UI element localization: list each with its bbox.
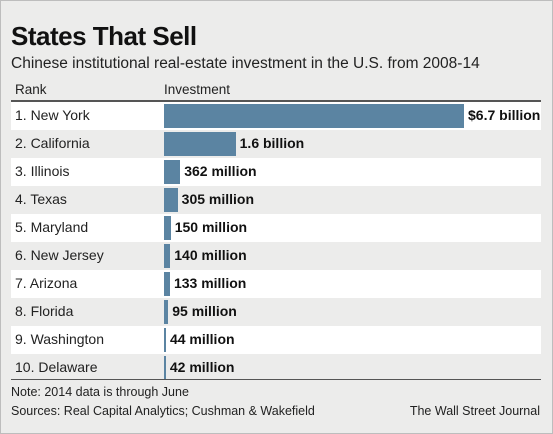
value-label: 305 million: [181, 191, 255, 207]
bar: [164, 132, 236, 156]
footer-divider: [11, 379, 541, 380]
bar: [164, 216, 171, 240]
bar: [164, 328, 166, 352]
bar-track: 133 million: [164, 270, 541, 298]
category-label: 7. Arizona: [15, 275, 78, 291]
bar-track: $6.7 billion: [164, 102, 541, 130]
column-header: Rank Investment: [11, 82, 541, 102]
category-label: 5. Maryland: [15, 219, 89, 235]
chart-subtitle: Chinese institutional real-estate invest…: [11, 55, 480, 72]
value-label: $6.7 billion: [468, 107, 541, 123]
bar-row: 3. Illinois 362 million: [11, 158, 541, 186]
category-label: 2. California: [15, 135, 90, 151]
bar: [164, 356, 166, 380]
value-label: 150 million: [174, 219, 248, 235]
category-label: 9. Washington: [15, 331, 104, 347]
bar: [164, 272, 170, 296]
bar-track: 362 million: [164, 158, 541, 186]
value-label: 42 million: [169, 359, 235, 375]
value-label: 95 million: [172, 303, 237, 319]
bar-track: 305 million: [164, 186, 541, 214]
category-label: 6. New Jersey: [15, 247, 104, 263]
category-label: 10. Delaware: [15, 359, 98, 375]
value-label: 133 million: [173, 275, 247, 291]
bar-row: 8. Florida 95 million: [11, 298, 541, 326]
bar-track: 140 million: [164, 242, 541, 270]
bar: [164, 104, 464, 128]
category-label: 8. Florida: [15, 303, 74, 319]
bar: [164, 300, 169, 324]
bar-row: 10. Delaware 42 million: [11, 354, 541, 382]
bar-track: 44 million: [164, 326, 541, 354]
bar-row: 4. Texas 305 million: [11, 186, 541, 214]
bar-track: 1.6 billion: [164, 130, 541, 158]
category-label: 1. New York: [15, 107, 90, 123]
footnote: Note: 2014 data is through June: [11, 385, 189, 399]
bar-track: 42 million: [164, 354, 541, 382]
value-label: 44 million: [169, 331, 235, 347]
bar: [164, 244, 171, 268]
rank-column-header: Rank: [15, 82, 47, 97]
value-label: 1.6 billion: [239, 135, 305, 151]
bar: [164, 160, 181, 184]
bar: [164, 188, 178, 212]
category-label: 3. Illinois: [15, 163, 70, 179]
bar-row: 6. New Jersey 140 million: [11, 242, 541, 270]
header-divider: [11, 100, 541, 102]
category-label: 4. Texas: [15, 191, 67, 207]
bar-row: 5. Maryland 150 million: [11, 214, 541, 242]
bar-track: 95 million: [164, 298, 541, 326]
investment-column-header: Investment: [164, 82, 231, 97]
bar-row: 2. California 1.6 billion: [11, 130, 541, 158]
bar-track: 150 million: [164, 214, 541, 242]
publisher-credit: The Wall Street Journal: [409, 404, 540, 418]
chart-title: States That Sell: [11, 21, 197, 51]
bar-row: 9. Washington 44 million: [11, 326, 541, 354]
bar-row: 7. Arizona 133 million: [11, 270, 541, 298]
sources-line: Sources: Real Capital Analytics; Cushman…: [11, 404, 315, 418]
value-label: 140 million: [174, 247, 247, 263]
bar-row: 1. New York $6.7 billion: [11, 102, 541, 130]
value-label: 362 million: [184, 163, 257, 179]
